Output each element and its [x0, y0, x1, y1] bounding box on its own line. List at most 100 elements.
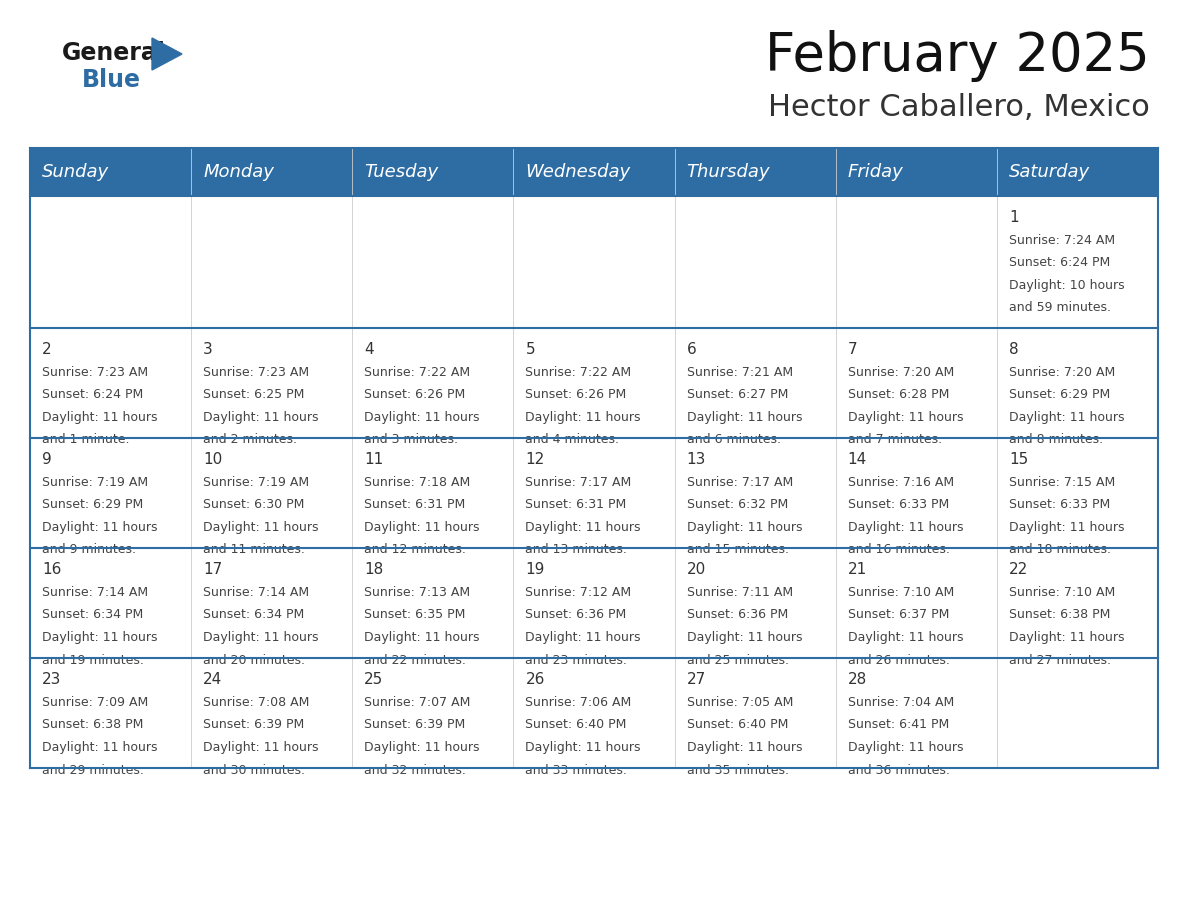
Bar	[513, 548, 675, 658]
Text: 10: 10	[203, 452, 222, 467]
Text: 1: 1	[1009, 210, 1018, 225]
Text: Daylight: 11 hours: Daylight: 11 hours	[687, 521, 802, 534]
Text: Hector Caballero, Mexico: Hector Caballero, Mexico	[769, 94, 1150, 122]
Text: 2: 2	[42, 342, 51, 357]
Text: Sunset: 6:26 PM: Sunset: 6:26 PM	[365, 388, 466, 401]
Bar	[997, 548, 1158, 658]
Text: Sunset: 6:40 PM: Sunset: 6:40 PM	[525, 719, 627, 732]
Text: Sunrise: 7:23 AM: Sunrise: 7:23 AM	[203, 366, 309, 379]
Text: Sunset: 6:25 PM: Sunset: 6:25 PM	[203, 388, 304, 401]
Text: Monday: Monday	[203, 163, 274, 181]
Text: Sunset: 6:24 PM: Sunset: 6:24 PM	[1009, 256, 1110, 270]
Text: Daylight: 10 hours: Daylight: 10 hours	[1009, 279, 1125, 292]
Text: Sunset: 6:33 PM: Sunset: 6:33 PM	[848, 498, 949, 511]
Bar	[30, 548, 191, 658]
Text: and 3 minutes.: and 3 minutes.	[365, 433, 459, 446]
Text: Sunrise: 7:17 AM: Sunrise: 7:17 AM	[687, 476, 792, 489]
Text: Sunset: 6:29 PM: Sunset: 6:29 PM	[42, 498, 144, 511]
Text: Sunset: 6:38 PM: Sunset: 6:38 PM	[42, 719, 144, 732]
Text: 21: 21	[848, 562, 867, 577]
Text: Sunrise: 7:22 AM: Sunrise: 7:22 AM	[365, 366, 470, 379]
Text: Sunrise: 7:21 AM: Sunrise: 7:21 AM	[687, 366, 792, 379]
Text: 11: 11	[365, 452, 384, 467]
Text: 3: 3	[203, 342, 213, 357]
Text: and 26 minutes.: and 26 minutes.	[848, 654, 949, 666]
Bar	[997, 658, 1158, 768]
Bar	[513, 196, 675, 328]
Text: 20: 20	[687, 562, 706, 577]
Text: Sunrise: 7:13 AM: Sunrise: 7:13 AM	[365, 586, 470, 599]
Text: 7: 7	[848, 342, 858, 357]
Bar	[675, 438, 835, 548]
Text: Sunset: 6:36 PM: Sunset: 6:36 PM	[525, 609, 627, 621]
Text: Daylight: 11 hours: Daylight: 11 hours	[1009, 411, 1124, 424]
Text: Daylight: 11 hours: Daylight: 11 hours	[1009, 631, 1124, 644]
Text: and 12 minutes.: and 12 minutes.	[365, 543, 466, 556]
Text: and 22 minutes.: and 22 minutes.	[365, 654, 466, 666]
Text: Daylight: 11 hours: Daylight: 11 hours	[42, 631, 158, 644]
Text: Sunrise: 7:10 AM: Sunrise: 7:10 AM	[848, 586, 954, 599]
Text: and 29 minutes.: and 29 minutes.	[42, 764, 144, 777]
Text: and 18 minutes.: and 18 minutes.	[1009, 543, 1111, 556]
Text: and 4 minutes.: and 4 minutes.	[525, 433, 619, 446]
Text: Sunset: 6:37 PM: Sunset: 6:37 PM	[848, 609, 949, 621]
Text: Daylight: 11 hours: Daylight: 11 hours	[203, 411, 318, 424]
Polygon shape	[152, 38, 182, 70]
Text: Sunset: 6:34 PM: Sunset: 6:34 PM	[203, 609, 304, 621]
Text: and 8 minutes.: and 8 minutes.	[1009, 433, 1102, 446]
Text: Daylight: 11 hours: Daylight: 11 hours	[42, 411, 158, 424]
Text: Daylight: 11 hours: Daylight: 11 hours	[525, 741, 642, 754]
Text: Daylight: 11 hours: Daylight: 11 hours	[365, 411, 480, 424]
Bar	[353, 196, 513, 328]
Bar	[353, 548, 513, 658]
Bar	[513, 328, 675, 438]
Text: Sunrise: 7:04 AM: Sunrise: 7:04 AM	[848, 696, 954, 709]
Text: 6: 6	[687, 342, 696, 357]
Text: Daylight: 11 hours: Daylight: 11 hours	[1009, 521, 1124, 534]
Bar	[675, 658, 835, 768]
Text: Daylight: 11 hours: Daylight: 11 hours	[525, 521, 642, 534]
Text: 13: 13	[687, 452, 706, 467]
Text: and 16 minutes.: and 16 minutes.	[848, 543, 949, 556]
Text: Daylight: 11 hours: Daylight: 11 hours	[687, 411, 802, 424]
Bar	[997, 148, 1158, 196]
Text: Sunset: 6:30 PM: Sunset: 6:30 PM	[203, 498, 304, 511]
Text: Daylight: 11 hours: Daylight: 11 hours	[848, 411, 963, 424]
Bar	[353, 438, 513, 548]
Text: Sunset: 6:35 PM: Sunset: 6:35 PM	[365, 609, 466, 621]
Text: Daylight: 11 hours: Daylight: 11 hours	[365, 521, 480, 534]
Text: Daylight: 11 hours: Daylight: 11 hours	[848, 521, 963, 534]
Text: and 13 minutes.: and 13 minutes.	[525, 543, 627, 556]
Bar	[835, 148, 997, 196]
Text: Sunrise: 7:11 AM: Sunrise: 7:11 AM	[687, 586, 792, 599]
Text: 23: 23	[42, 672, 62, 687]
Text: and 30 minutes.: and 30 minutes.	[203, 764, 305, 777]
Text: and 59 minutes.: and 59 minutes.	[1009, 301, 1111, 315]
Bar	[675, 196, 835, 328]
Text: and 20 minutes.: and 20 minutes.	[203, 654, 305, 666]
Text: Sunset: 6:33 PM: Sunset: 6:33 PM	[1009, 498, 1110, 511]
Text: Daylight: 11 hours: Daylight: 11 hours	[203, 741, 318, 754]
Text: and 11 minutes.: and 11 minutes.	[203, 543, 305, 556]
Bar	[30, 148, 191, 196]
Text: 16: 16	[42, 562, 62, 577]
Text: Friday: Friday	[848, 163, 903, 181]
Text: 18: 18	[365, 562, 384, 577]
Bar	[513, 438, 675, 548]
Bar	[353, 658, 513, 768]
Text: and 33 minutes.: and 33 minutes.	[525, 764, 627, 777]
Text: Sunrise: 7:07 AM: Sunrise: 7:07 AM	[365, 696, 470, 709]
Text: Sunrise: 7:09 AM: Sunrise: 7:09 AM	[42, 696, 148, 709]
Text: Sunrise: 7:10 AM: Sunrise: 7:10 AM	[1009, 586, 1116, 599]
Bar	[353, 148, 513, 196]
Text: Sunrise: 7:24 AM: Sunrise: 7:24 AM	[1009, 234, 1116, 247]
Text: Daylight: 11 hours: Daylight: 11 hours	[365, 741, 480, 754]
Text: 17: 17	[203, 562, 222, 577]
Text: Daylight: 11 hours: Daylight: 11 hours	[42, 741, 158, 754]
Bar	[191, 196, 353, 328]
Text: 9: 9	[42, 452, 52, 467]
Text: and 1 minute.: and 1 minute.	[42, 433, 129, 446]
Bar	[675, 148, 835, 196]
Bar	[675, 548, 835, 658]
Bar	[191, 328, 353, 438]
